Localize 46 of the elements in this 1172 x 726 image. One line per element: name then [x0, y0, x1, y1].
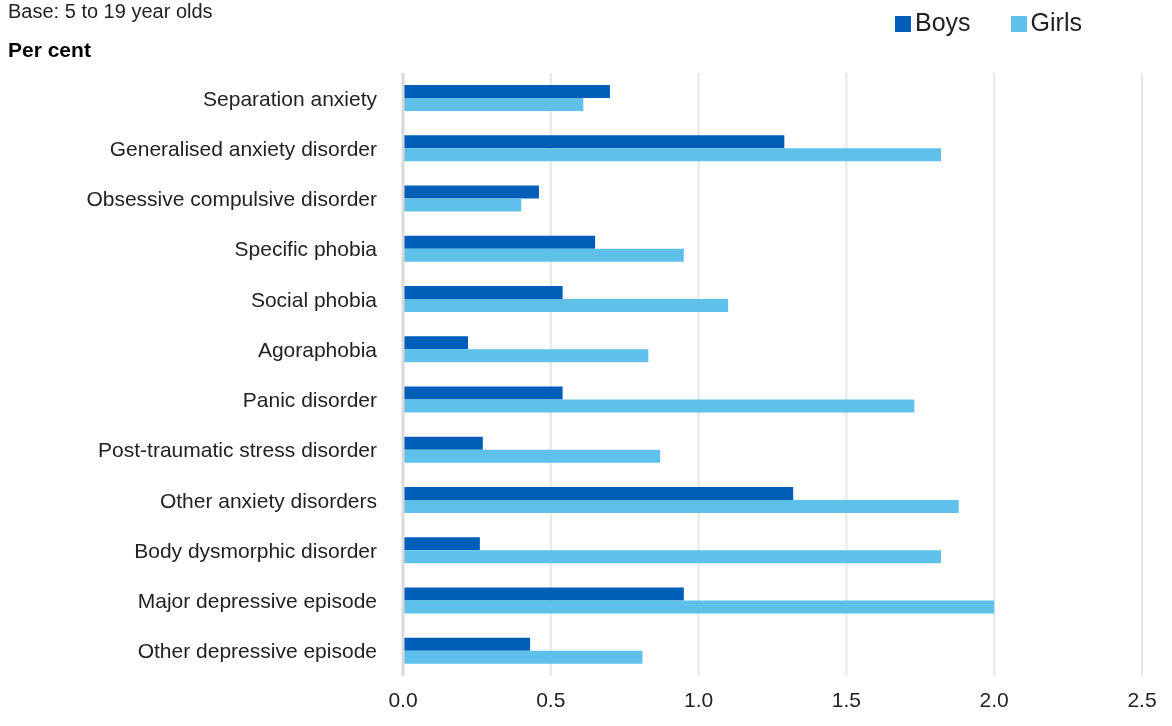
y-tick-label: Panic disorder	[242, 388, 378, 412]
bar	[403, 248, 684, 262]
bar	[403, 487, 794, 500]
bar	[403, 235, 596, 249]
bar	[403, 336, 469, 350]
bar	[403, 436, 483, 450]
y-tick-label: Generalised anxiety disorder	[109, 136, 377, 160]
y-tick-label: Specific phobia	[234, 237, 378, 261]
bar	[403, 550, 941, 564]
bar	[403, 587, 684, 601]
bar	[403, 637, 531, 651]
x-tick-label: 0.5	[536, 687, 566, 711]
bar	[403, 449, 661, 463]
x-tick-label: 1.0	[684, 687, 714, 711]
bar	[403, 286, 563, 299]
bar	[403, 500, 959, 513]
bar	[403, 98, 584, 111]
y-tick-label: Agoraphobia	[257, 337, 378, 361]
x-tick-label: 0.0	[388, 687, 418, 711]
y-tick-label: Other depressive episode	[137, 639, 377, 663]
y-tick-label: Social phobia	[250, 287, 378, 311]
y-tick-label: Obsessive compulsive disorder	[86, 187, 377, 211]
bar	[403, 198, 522, 212]
x-tick-label: 1.5	[831, 687, 861, 711]
bar	[403, 148, 941, 162]
x-tick-label: 2.0	[979, 687, 1009, 711]
bar	[403, 386, 563, 400]
y-tick-label: Post-traumatic stress disorder	[98, 438, 377, 462]
y-tick-label: Major depressive episode	[137, 589, 377, 613]
legend-label: Girls	[1030, 8, 1082, 36]
bar	[403, 399, 915, 413]
bar	[403, 537, 480, 551]
bar	[403, 299, 729, 312]
legend-label: Boys	[915, 8, 971, 36]
bar	[403, 85, 610, 98]
bar	[403, 650, 643, 664]
bar	[403, 349, 649, 363]
bar	[403, 135, 785, 149]
text: Base: 5 to 19 year olds	[8, 0, 213, 23]
x-axis-title: Per cent	[8, 38, 91, 62]
y-tick-label: Separation anxiety	[203, 86, 378, 110]
bar	[403, 600, 995, 614]
y-tick-label: Body dysmorphic disorder	[134, 538, 377, 562]
y-tick-label: Other anxiety disorders	[159, 488, 377, 512]
bar	[403, 185, 539, 199]
x-tick-label: 2.5	[1127, 687, 1157, 711]
